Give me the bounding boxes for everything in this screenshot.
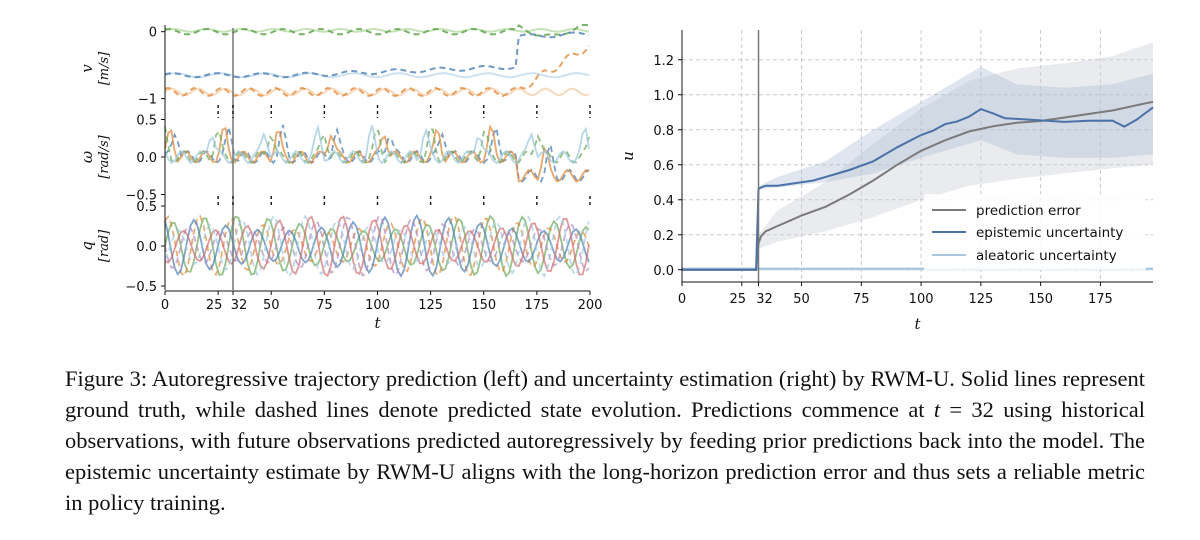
panel-0-yunit: [m/s]: [97, 51, 112, 85]
panel-2-ytick-label-1: 0.0: [136, 240, 157, 255]
right-ytick-label-2: 0.4: [653, 194, 674, 209]
trace-v-green-gt: [164, 27, 590, 33]
left-xtick-label-4: 75: [316, 298, 333, 313]
band-prediction-error: [758, 42, 1153, 249]
panel-1-ytick-label-0: 0.5: [136, 114, 157, 129]
right-xtick-label-7: 150: [1028, 292, 1053, 307]
right-ytick-label-1: 0.2: [653, 229, 674, 244]
left-xtick-label-8: 175: [524, 298, 549, 313]
panel-2-ytick-label-2: −0.5: [125, 280, 157, 295]
panel-2-yunit: [rad]: [97, 229, 112, 262]
right-xtick-label-5: 100: [909, 292, 934, 307]
trace-q-0: [164, 214, 590, 278]
right-ytick-label-6: 1.2: [653, 54, 674, 69]
right-xtick-label-8: 175: [1088, 292, 1113, 307]
right-ylabel: u: [619, 151, 637, 161]
right-ytick-label-0: 0.0: [653, 264, 674, 279]
right-xtick-label-1: 25: [729, 292, 746, 307]
figure-caption: Figure 3: Autoregressive trajectory pred…: [65, 363, 1145, 518]
trace-omega-2: [164, 126, 590, 165]
left-xtick-label-0: 0: [161, 298, 169, 313]
trace-v-orange-pred: [164, 45, 590, 97]
right-uncertainty-chart: 0.0 0.2 0.4 0.6 0.8 1.0 1.2 0 25 32 50 75 100 125 150 1…: [619, 30, 1154, 333]
legend-label-epistemic: epistemic uncertainty: [976, 225, 1123, 241]
left-xtick-label-6: 125: [418, 298, 443, 313]
trace-q-2: [164, 213, 590, 278]
panel-2-ylabel: q: [78, 241, 96, 251]
trace-q-4: [164, 215, 590, 278]
trace-q-3: [164, 214, 590, 277]
left-xtick-label-1: 25: [206, 298, 223, 313]
left-xtick-label-3: 50: [263, 298, 280, 313]
trace-v-blue-pred: [164, 31, 590, 79]
left-trajectory-plot: 0 −1 v [m/s] 0.5 0.0 −0.5 ω [rad/s] 0.5 0.0 −0.5 q [r…: [78, 24, 603, 332]
legend-label-aleatoric: aleatoric uncertainty: [976, 248, 1117, 264]
trace-omega-3: [164, 123, 590, 165]
legend: prediction error epistemic uncertainty a…: [924, 194, 1146, 270]
panel-0-ytick-label-0: 0: [149, 26, 157, 41]
panel-1-ylabel: ω: [78, 151, 96, 163]
right-xtick-label-3: 50: [793, 292, 810, 307]
trace-v-orange-gt: [164, 87, 590, 97]
panel-2-ytick-label-0: 0.5: [136, 200, 157, 215]
trace-q-1: [164, 214, 590, 278]
right-xtick-label-6: 125: [968, 292, 993, 307]
trace-q-5: [164, 214, 590, 279]
right-ytick-label-5: 1.0: [653, 89, 674, 104]
right-xtick-label-0: 0: [678, 292, 686, 307]
left-xtick-label-2: 32: [231, 298, 248, 313]
left-xtick-label-7: 150: [471, 298, 496, 313]
right-xtick-label-4: 75: [853, 292, 870, 307]
right-xlabel: t: [914, 315, 921, 333]
left-xtick-label-9: 200: [578, 298, 603, 313]
panel-1-yunit: [rad/s]: [97, 134, 112, 178]
panel-0-ylabel: v: [78, 64, 96, 73]
panel-0-ytick-label-1: −1: [138, 93, 157, 108]
caption-part-2: = 32 using historical observations, with…: [65, 397, 1145, 515]
band-epistemic: [758, 66, 1153, 190]
series-epistemic-uncertainty: [682, 106, 1154, 271]
figure: 0 −1 v [m/s] 0.5 0.0 −0.5 ω [rad/s] 0.5 0.0 −0.5 q [r…: [78, 24, 1154, 333]
caption-part-1: Figure 3: Autoregressive trajectory pred…: [65, 366, 1145, 422]
left-xtick-label-5: 100: [365, 298, 390, 313]
legend-label-prediction-error: prediction error: [976, 203, 1081, 219]
left-xlabel: t: [374, 314, 381, 332]
series-prediction-error: [682, 100, 1154, 271]
caption-math-t: t: [933, 397, 941, 422]
right-ytick-label-3: 0.6: [653, 159, 674, 174]
right-ytick-label-4: 0.8: [653, 124, 674, 139]
panel-1-ytick-label-1: 0.0: [136, 151, 157, 166]
right-xtick-label-2: 32: [756, 292, 773, 307]
panel-1-ytick-label-2: −0.5: [125, 189, 157, 204]
trace-v-green-pred: [164, 24, 589, 37]
